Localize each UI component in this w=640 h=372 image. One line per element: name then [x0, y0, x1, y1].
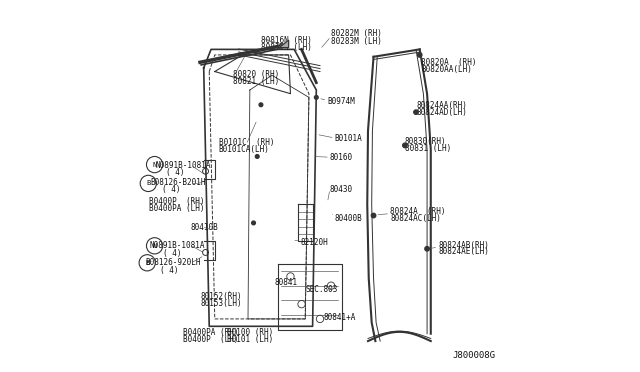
Text: SEC.803: SEC.803 — [306, 285, 339, 294]
Text: ( 4): ( 4) — [166, 168, 184, 177]
Text: 80282M (RH): 80282M (RH) — [331, 29, 382, 38]
Text: 82120H: 82120H — [300, 238, 328, 247]
Text: 80430: 80430 — [330, 185, 353, 194]
Circle shape — [425, 247, 429, 251]
Circle shape — [252, 221, 255, 225]
Text: B0101CA(LH): B0101CA(LH) — [219, 145, 269, 154]
Text: 80283M (LH): 80283M (LH) — [331, 37, 382, 46]
Text: 80824A  (RH): 80824A (RH) — [390, 207, 445, 217]
Text: B08126-920LH: B08126-920LH — [146, 258, 201, 267]
Text: 80824AD(LH): 80824AD(LH) — [417, 108, 468, 117]
Text: 80824AB(RH): 80824AB(RH) — [438, 241, 489, 250]
Text: B0400PA (LH): B0400PA (LH) — [149, 204, 205, 214]
Text: B0101 (LH): B0101 (LH) — [227, 335, 273, 344]
Text: B0400P  (RH): B0400P (RH) — [149, 198, 205, 206]
Text: 80824AE(LH): 80824AE(LH) — [438, 247, 489, 256]
Polygon shape — [280, 40, 289, 48]
Text: N: N — [152, 243, 157, 249]
Text: 80841: 80841 — [275, 278, 298, 287]
Text: ( 4): ( 4) — [163, 249, 182, 258]
Text: 80400B: 80400B — [335, 214, 362, 222]
Circle shape — [371, 213, 376, 218]
Text: 80830(RH): 80830(RH) — [405, 137, 447, 146]
Text: 80153(LH): 80153(LH) — [200, 299, 242, 308]
Text: B0100 (RH): B0100 (RH) — [227, 328, 273, 337]
Text: ( 4): ( 4) — [163, 185, 181, 194]
Text: B0400P  (LH): B0400P (LH) — [184, 335, 239, 344]
Text: B0400PA (RH): B0400PA (RH) — [184, 328, 239, 337]
Text: 80841+A: 80841+A — [324, 312, 356, 321]
Text: 80817N (LH): 80817N (LH) — [261, 43, 312, 52]
Text: 80831 (LH): 80831 (LH) — [405, 144, 451, 153]
Text: B0974M: B0974M — [328, 97, 355, 106]
Text: 80816N (RH): 80816N (RH) — [261, 36, 312, 45]
Text: 80152(RH): 80152(RH) — [200, 292, 242, 301]
Circle shape — [255, 155, 259, 158]
Circle shape — [417, 53, 422, 57]
Text: 80820 (RH): 80820 (RH) — [233, 70, 280, 79]
Circle shape — [414, 110, 418, 114]
Text: ( 4): ( 4) — [160, 266, 179, 275]
Text: 80824AC(LH): 80824AC(LH) — [390, 214, 441, 223]
Text: 80820AA(LH): 80820AA(LH) — [421, 65, 472, 74]
Text: 80160: 80160 — [330, 153, 353, 163]
Text: 80820A  (RH): 80820A (RH) — [421, 58, 477, 67]
Text: B: B — [146, 180, 150, 186]
Text: N: N — [152, 161, 157, 167]
Text: B08126-B201H: B08126-B201H — [150, 178, 205, 187]
Circle shape — [259, 103, 263, 107]
Text: B: B — [145, 260, 149, 266]
Text: B0101A: B0101A — [335, 134, 362, 143]
Text: N0891B-1081A: N0891B-1081A — [156, 161, 211, 170]
Circle shape — [314, 96, 318, 99]
Circle shape — [403, 143, 407, 148]
Text: N0891B-1081A: N0891B-1081A — [149, 241, 205, 250]
Text: J800008G: J800008G — [453, 351, 496, 360]
Text: B0101C  (RH): B0101C (RH) — [219, 138, 275, 147]
Text: 80821 (LH): 80821 (LH) — [233, 77, 280, 86]
Text: 80410B: 80410B — [190, 223, 218, 232]
Text: 80824AA(RH): 80824AA(RH) — [417, 101, 468, 110]
